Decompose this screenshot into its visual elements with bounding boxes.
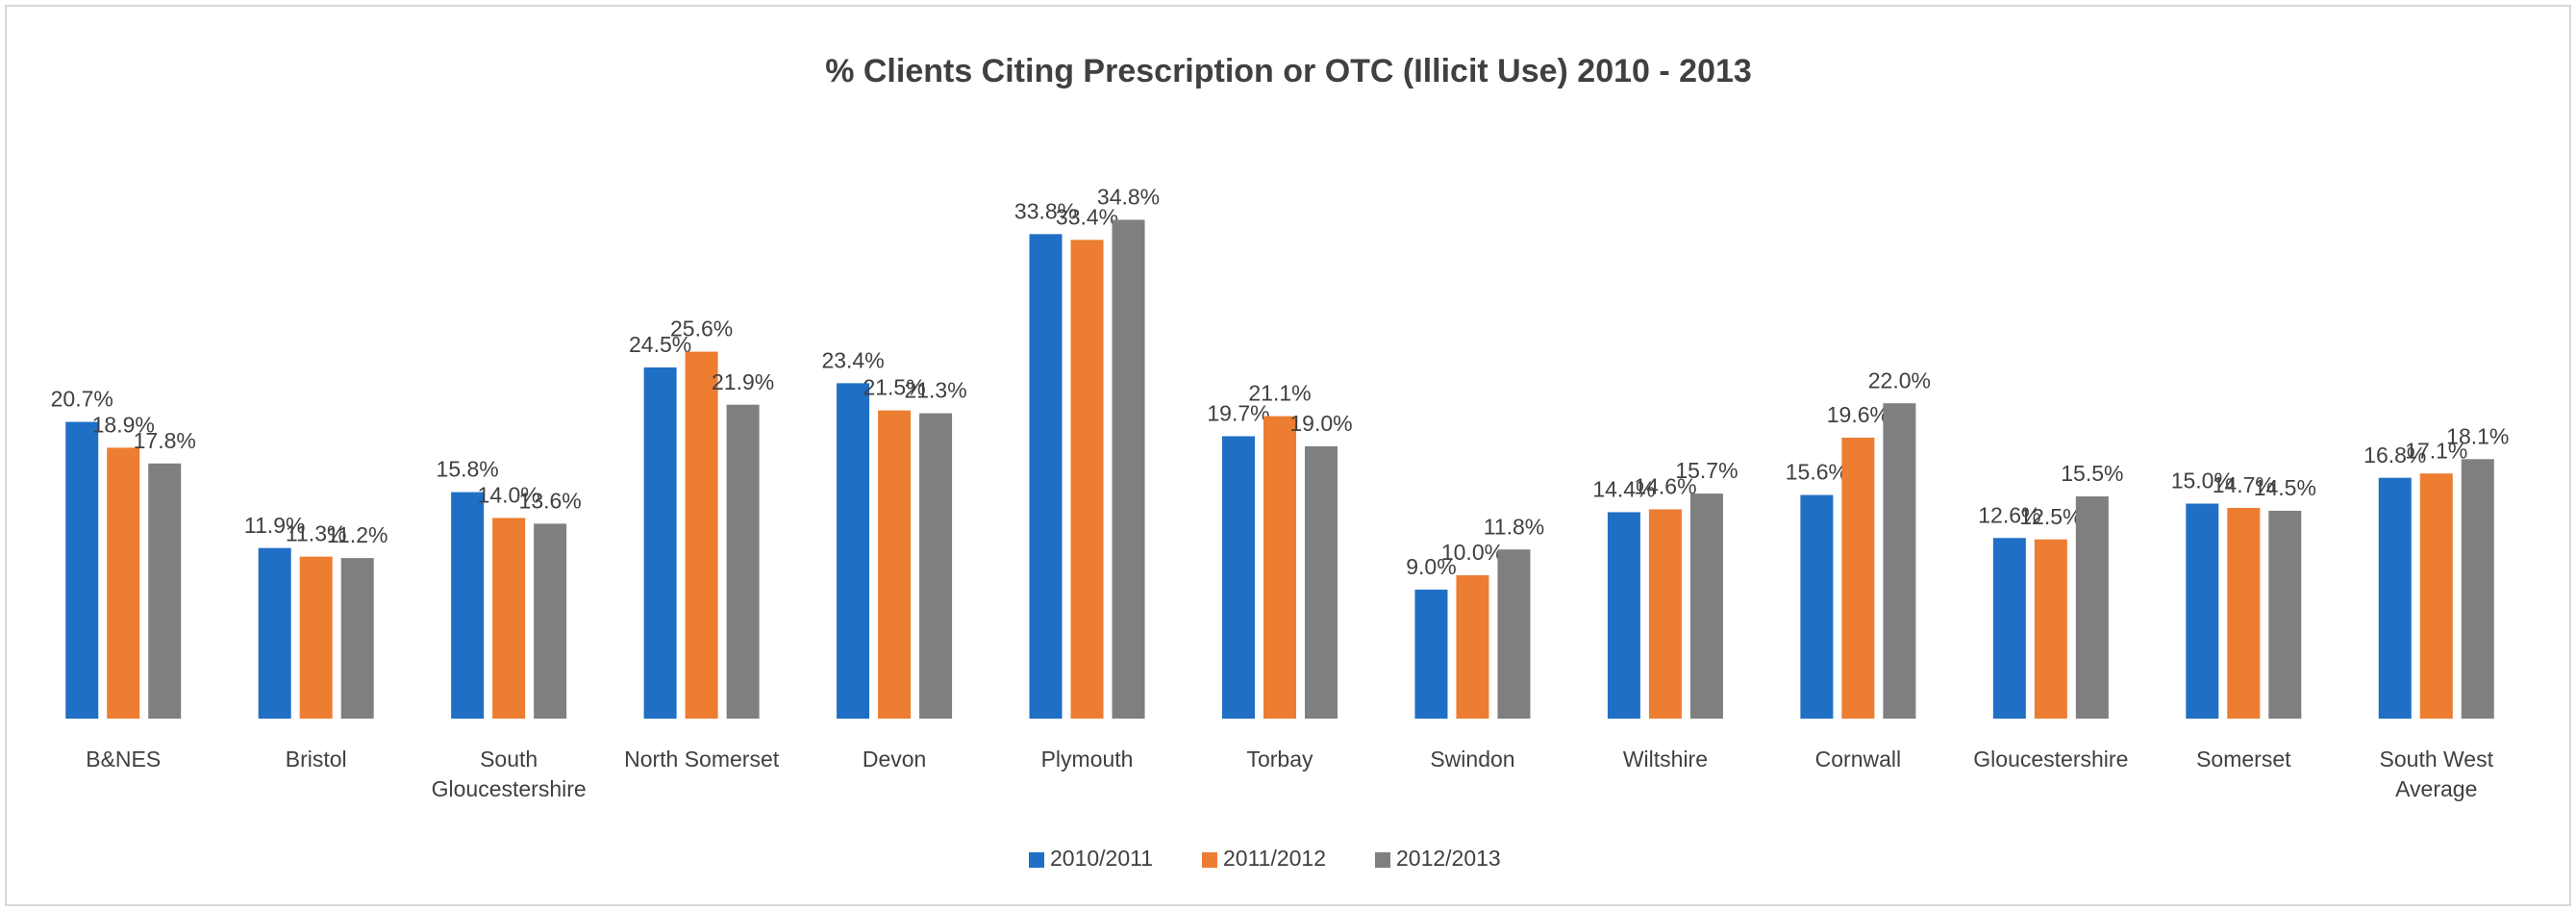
x-tick-label: Wiltshire [1623,747,1708,772]
x-tick-label: Plymouth [1041,747,1134,772]
bar [148,463,182,719]
bar [1456,575,1489,719]
bar [65,421,99,719]
chart-title: % Clients Citing Prescription or OTC (Il… [825,53,1752,89]
legend-label: 2012/2013 [1396,846,1501,871]
legend-swatch [1029,852,1044,868]
x-tick-label: Somerset [2196,747,2291,772]
bar [1883,403,1916,719]
data-label: 21.5% [863,375,925,400]
data-label: 15.6% [1786,460,1848,485]
bar [1607,512,1640,719]
x-tick-label: North Somerset [624,747,780,772]
bar [643,367,677,719]
data-label: 14.6% [1634,474,1696,499]
data-label: 14.5% [2254,475,2316,500]
data-label: 19.7% [1207,401,1269,426]
x-tick-label: B&NES [86,747,161,772]
bar [726,404,760,719]
bar [919,413,953,719]
x-tick-label: Bristol [286,747,347,772]
data-label: 20.7% [51,387,113,412]
data-label: 18.9% [92,412,155,437]
data-label: 22.0% [1868,367,1931,392]
bar [1070,240,1104,719]
bar [2268,510,2302,719]
bar [1263,416,1296,719]
bar [1414,589,1448,719]
data-label: 16.8% [2363,443,2426,468]
data-label: 33.4% [1056,204,1118,229]
bar [258,547,291,719]
bar [2227,507,2261,719]
bar [1648,509,1682,719]
bar [2378,477,2412,719]
data-label: 34.8% [1097,185,1160,210]
data-label: 21.3% [904,378,966,403]
data-label: 17.8% [134,428,196,453]
legend-label: 2010/2011 [1050,846,1153,871]
data-label: 12.5% [2019,504,2082,529]
data-label: 15.0% [2171,468,2234,493]
x-tick-label: Gloucestershire [1973,747,2128,772]
x-tick-label: Devon [863,747,926,772]
data-label: 13.6% [519,488,582,513]
bar [1222,436,1255,719]
data-label: 17.1% [2405,438,2467,463]
data-label: 15.8% [437,457,499,482]
bar [451,492,485,719]
data-label: 33.8% [1014,198,1077,223]
bar [837,383,870,719]
bar [107,447,140,719]
data-label: 11.8% [1484,514,1545,539]
legend-label: 2011/2012 [1223,846,1326,871]
data-label: 23.4% [821,347,884,372]
x-tick-label: Swindon [1430,747,1514,772]
data-label: 21.9% [712,369,774,394]
bar [1689,493,1723,719]
bar [1800,494,1834,719]
data-label: 15.7% [1675,458,1738,483]
data-label: 19.0% [1289,411,1352,436]
bar [340,558,374,719]
bar [2186,503,2219,719]
bar [1841,437,1875,719]
data-label: 18.1% [2446,423,2509,448]
bar [685,351,718,719]
data-label: 10.0% [1441,540,1504,565]
bar [2075,496,2109,719]
data-label: 11.2% [327,522,388,547]
bar [2034,539,2067,719]
data-label: 25.6% [670,316,733,342]
x-tick-label: Torbay [1246,747,1313,772]
bar [1305,445,1338,719]
x-tick-label: South Gloucestershire [432,747,587,801]
bar [1112,219,1145,720]
data-label: 14.7% [2213,472,2275,497]
legend-swatch [1202,852,1217,868]
data-label: 21.1% [1248,381,1311,406]
data-label: 15.5% [2061,461,2123,486]
data-label: 14.4% [1592,477,1655,502]
bar [299,556,333,719]
bar [1992,538,2026,719]
data-label: 9.0% [1406,554,1456,579]
legend-swatch [1375,852,1390,868]
bar [1497,549,1531,719]
bar [1029,234,1063,719]
data-label: 12.6% [1978,502,2040,527]
bar [492,518,526,719]
data-label: 11.9% [244,513,306,538]
data-label: 19.6% [1827,402,1889,427]
data-label: 11.3% [286,521,347,546]
bar [878,410,912,719]
x-tick-label: Cornwall [1815,747,1901,772]
x-tick-label: South West Average [2380,747,2494,801]
bar [2419,473,2453,719]
data-label: 24.5% [629,332,691,357]
bar [534,523,567,719]
bar [2461,459,2494,719]
data-label: 14.0% [478,482,540,507]
